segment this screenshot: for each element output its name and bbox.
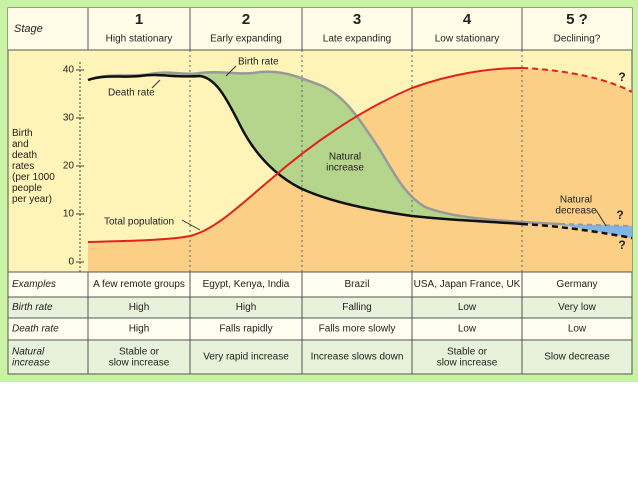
leader: [595, 209, 607, 227]
stage-name: Low stationary: [435, 34, 499, 45]
table-cell: High: [129, 302, 150, 313]
table-cell: Falls rapidly: [219, 324, 272, 335]
axis-label-line: and: [12, 139, 29, 150]
row-header: Death rate: [12, 324, 59, 335]
table-cell: A few remote groups: [93, 279, 185, 290]
table-cell-line: Stable or: [447, 346, 488, 357]
table-cell: High: [236, 302, 257, 313]
table-row-bg: [7, 271, 633, 298]
stage-number: 1: [135, 11, 143, 28]
table-cell: Low: [458, 302, 477, 313]
stage-name: Late expanding: [323, 34, 391, 45]
row-header: Birth rate: [12, 302, 53, 313]
row-header: Natural increase: [12, 346, 50, 368]
table-cell: Low: [568, 324, 587, 335]
table-cell-line: slow increase: [109, 357, 170, 368]
y-tick-label: 30: [63, 113, 75, 124]
axis-label-line: death: [12, 150, 37, 161]
y-tick-label: 0: [68, 257, 74, 268]
stage-number: 3: [353, 11, 361, 28]
death-rate-line: [87, 73, 523, 226]
question-mark: ?: [618, 70, 625, 84]
table-cell: Very low: [558, 302, 597, 313]
population-line: [87, 67, 523, 243]
natural-decrease-label: Natural decrease: [555, 194, 597, 216]
table-row-bg: [7, 339, 633, 375]
y-tick-label: 20: [63, 161, 75, 172]
population-dashed: [521, 67, 633, 93]
natural-decrease-label-line: Natural: [560, 194, 592, 205]
row-header: Examples: [12, 279, 56, 290]
natural-decrease-label-line: decrease: [555, 205, 597, 216]
stage-number: 4: [463, 11, 472, 28]
axis-label-line: Birth: [12, 128, 33, 139]
header-bg: [8, 8, 632, 50]
stage-number: 5 ?: [566, 11, 588, 28]
birth-rate-line: [87, 70, 561, 226]
table-cell: Slow decrease: [544, 352, 610, 363]
table-cell-line: Stable or: [119, 346, 160, 357]
total-population-label: Total population: [104, 217, 174, 228]
leader: [225, 65, 237, 77]
stage-name: Declining?: [554, 34, 601, 45]
row-header-line: increase: [12, 357, 50, 368]
axis-label-line: people: [12, 183, 42, 194]
table-cell: USA, Japan France, UK: [414, 279, 521, 290]
table-cell: Increase slows down: [311, 352, 404, 363]
stage-name: High stationary: [106, 34, 173, 45]
stage-number: 2: [242, 11, 250, 28]
axis-label-line: (per 1000: [12, 172, 55, 183]
y-tick-label: 10: [63, 209, 75, 220]
table-cell: Low: [458, 324, 477, 335]
table-row-bg: [7, 296, 633, 319]
table-cell: High: [129, 324, 150, 335]
axis-label-line: per year): [12, 194, 52, 205]
table: [7, 271, 633, 375]
axis-label: Birth and death rates (per 1000 people per yea…: [12, 128, 55, 205]
stage-name: Early expanding: [210, 34, 282, 45]
natural-increase-label: Natural increase: [326, 151, 364, 173]
table-cell: Falls more slowly: [319, 324, 396, 335]
death-rate-dashed: [521, 222, 633, 240]
death-rate-label: Death rate: [108, 88, 155, 99]
stage-label: Stage: [14, 23, 43, 35]
table-cell: Egypt, Kenya, India: [203, 279, 290, 290]
leader: [151, 79, 161, 89]
leader: [181, 219, 201, 231]
table-cell: Stable or slow increase: [437, 346, 498, 368]
natural-increase-area: [88, 71, 560, 224]
natural-increase-label-line: Natural: [329, 151, 361, 162]
table-cell-line: slow increase: [437, 357, 498, 368]
birth-rate-dashed: [559, 223, 633, 227]
table-cell: Falling: [342, 302, 371, 313]
y-tick-label: 40: [63, 65, 75, 76]
table-cell: Germany: [556, 279, 597, 290]
table-cell: Stable or slow increase: [109, 346, 170, 368]
table-cell: Very rapid increase: [203, 352, 289, 363]
natural-increase-label-line: increase: [326, 162, 364, 173]
question-mark: ?: [618, 238, 625, 252]
question-mark: ?: [616, 208, 623, 222]
birth-rate-label: Birth rate: [238, 57, 279, 68]
table-cell: Brazil: [344, 279, 369, 290]
axis-label-line: rates: [12, 161, 34, 172]
row-header-line: Natural: [12, 346, 45, 357]
